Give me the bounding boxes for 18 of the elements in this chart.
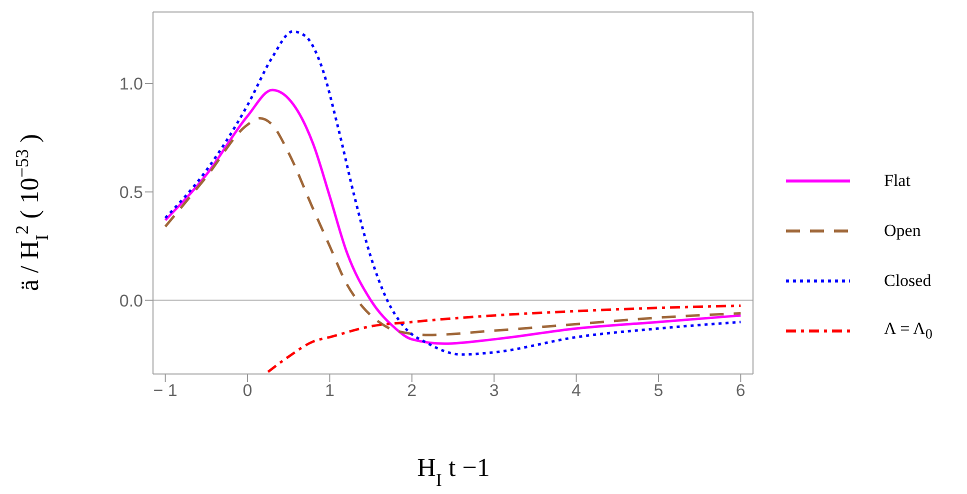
x-tick-label: 2 [407,381,417,400]
line-series [164,30,742,356]
x-tick-label: 5 [654,381,664,400]
legend-label: Closed [884,271,932,290]
y-tick-label: 1.0 [119,74,143,94]
legend-label: Open [884,221,921,240]
x-tick-label: − 1 [153,381,178,400]
x-tick-label: 4 [572,381,582,400]
y-tick-label: 0.5 [119,182,143,202]
x-tick-label: 6 [736,381,746,400]
x-tick-label: 3 [489,381,499,400]
legend-label: Flat [884,171,910,190]
x-tick-label: 1 [324,381,334,400]
x-axis-title: H$_{I}$ t −1 [417,453,490,490]
x-tick-label: 0 [242,381,252,400]
y-tick-label: 0.0 [119,291,143,310]
legend-label: Λ = Λ$_{0}$ [884,318,932,342]
line-series [266,304,742,374]
